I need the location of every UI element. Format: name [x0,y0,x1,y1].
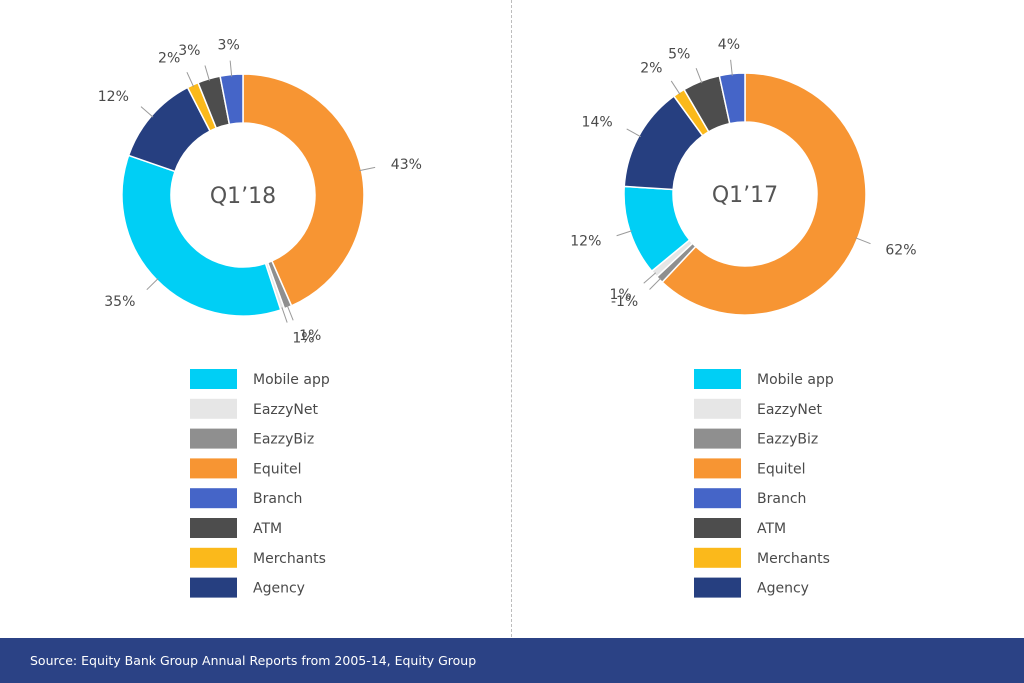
leader-line-mobile-app [146,278,159,291]
leader-line-eazzynet [281,307,288,323]
slice-equitel [242,73,365,307]
legend-label-eazzybiz: EazzyBiz [757,432,818,448]
legend-swatch-equitel [190,458,237,479]
legend-1: Mobile app EazzyNet EazzyBiz Equitel Branch A… [190,369,330,598]
legend-swatch-agency [190,577,237,598]
data-label-branch: 3% [218,38,240,54]
legend-label-equitel: Equitel [757,461,806,477]
legend-swatch-eazzynet [190,398,237,419]
slice-mobile-app [121,154,282,317]
legend-label-agency: Agency [757,581,809,597]
leader-line-agency [140,106,154,118]
data-label-agency: 12% [98,89,129,105]
leader-line-agency [626,128,641,138]
data-label-atm: 5% [668,46,690,62]
legend-label-branch: Branch [757,491,806,507]
legend-label-mobile-app: Mobile app [253,372,330,388]
legend-swatch-eazzybiz [190,428,237,449]
legend-label-eazzynet: EazzyNet [253,402,318,418]
data-label-equitel: 62% [885,243,916,259]
leader-line-branch [730,59,733,76]
legend-swatch-merchants [694,547,741,568]
center-label: Q1’17 [712,183,778,208]
legend-swatch-eazzynet [694,398,741,419]
legend-swatch-mobile-app [694,369,741,389]
center-label: Q1’18 [210,184,276,209]
leader-line-branch [229,60,233,77]
legend-label-eazzybiz: EazzyBiz [253,432,314,448]
legend-label-merchants: Merchants [757,551,830,567]
source-footer: Source: Equity Bank Group Annual Reports… [0,638,1024,683]
slice-equitel [661,72,867,316]
leader-line-atm [695,67,703,84]
data-label-equitel: 43% [391,157,422,173]
legend-label-agency: Agency [253,581,305,597]
data-label-eazzybiz: 1% [299,328,321,344]
data-label-branch: 4% [718,37,740,53]
legend-swatch-branch [694,488,741,509]
legend-swatch-mobile-app [190,369,237,389]
data-label-merchants: 2% [640,61,662,77]
legend-label-branch: Branch [253,491,302,507]
legend-swatch-eazzybiz [694,428,741,449]
legend-swatch-equitel [694,458,741,479]
donut-chart-2: 62% -1%1% 12% 14% 2% 5% 4% Q1’17 Mobile app Eazzy… [570,37,917,598]
legend-label-equitel: Equitel [253,461,302,477]
legend-label-eazzynet: EazzyNet [757,402,822,418]
data-label-mobile-app: 12% [570,234,601,250]
legend-2: Mobile app EazzyNet EazzyBiz Equitel Branch A… [694,369,834,598]
data-label-mobile-app: 35% [104,294,135,310]
legend-label-atm: ATM [253,521,282,537]
leader-line-equitel [855,237,871,245]
data-label-eazzynet: 1% [292,331,314,347]
legend-swatch-agency [694,577,741,598]
leader-line-mobile-app [616,230,632,237]
leader-line-merchants [186,71,195,87]
data-label-eazzybiz: -1% [611,294,638,310]
legend-label-mobile-app: Mobile app [757,372,834,388]
legend-swatch-merchants [190,547,237,568]
leader-line-eazzynet [643,272,657,284]
legend-swatch-atm [190,518,237,538]
data-label-eazzynet: 1% [610,287,632,303]
legend-swatch-branch [190,488,237,509]
leader-line-equitel [359,166,376,172]
leader-line-eazzybiz [286,305,294,321]
legend-label-atm: ATM [757,521,786,537]
legend-swatch-atm [694,518,741,538]
leader-line-atm [204,65,210,81]
source-text: Source: Equity Bank Group Annual Reports… [30,653,477,668]
slice-branch [718,72,746,125]
legend-label-merchants: Merchants [253,551,326,567]
slice-branch [219,73,244,126]
data-label-atm: 3% [178,43,200,59]
leader-line-eazzybiz [649,277,662,290]
leader-line-merchants [670,80,681,95]
panel-divider [511,0,512,637]
data-label-agency: 14% [582,114,613,130]
data-label-merchants: 2% [158,51,180,67]
